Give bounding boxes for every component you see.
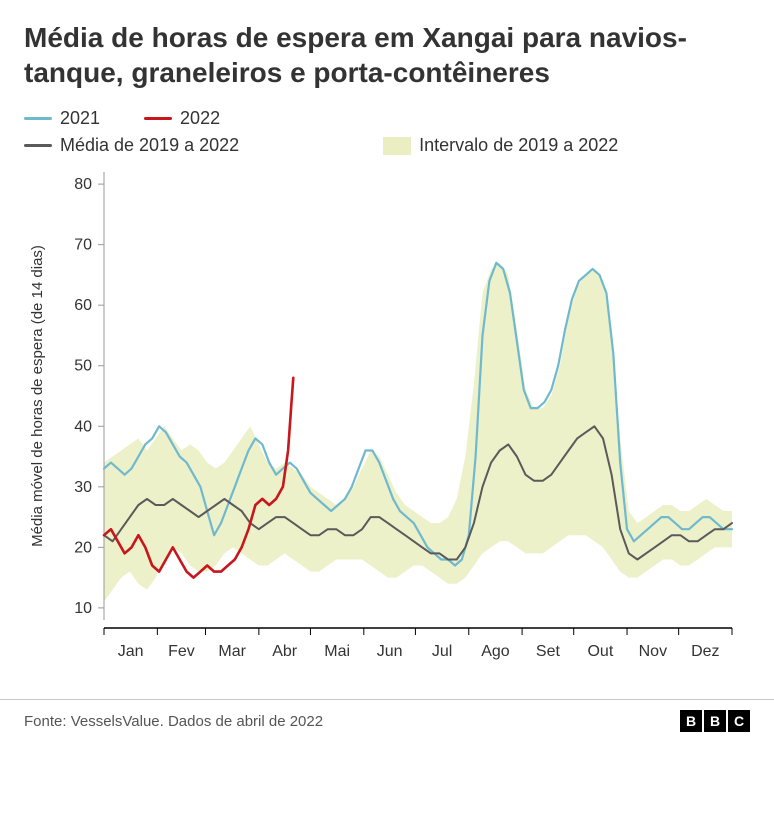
legend-label-avg: Média de 2019 a 2022 [60,135,239,156]
y-tick-label: 70 [74,237,92,254]
legend-swatch-2021 [24,117,52,120]
chart-title: Média de horas de espera em Xangai para … [24,20,750,90]
x-tick-label: Out [587,643,613,660]
y-tick-label: 50 [74,358,92,375]
x-tick-label: Mai [324,643,350,660]
range-area [104,263,732,602]
bbc-logo: B B C [680,710,750,732]
y-tick-label: 60 [74,297,92,314]
source-text: Fonte: VesselsValue. Dados de abril de 2… [24,713,323,730]
legend-swatch-range [383,137,411,155]
legend-label-range: Intervalo de 2019 a 2022 [419,135,618,156]
bbc-block-b1: B [680,710,702,732]
chart-container: Média de horas de espera em Xangai para … [0,0,774,687]
chart-svg: 10 20 30 40 50 60 70 80 Média móvel de horas de … [24,162,750,682]
legend-label-2021: 2021 [60,108,100,129]
x-tick-label: Abr [272,643,298,660]
legend-item-2021: 2021 [24,108,100,129]
x-tick-label: Dez [691,643,719,660]
x-tick-label: Jul [432,643,452,660]
footer: Fonte: VesselsValue. Dados de abril de 2… [0,699,774,746]
legend-item-range: Intervalo de 2019 a 2022 [383,135,618,156]
x-tick-label: Set [536,643,561,660]
x-tick-label: Mar [218,643,246,660]
chart-plot: 10 20 30 40 50 60 70 80 Média móvel de horas de … [24,162,750,687]
legend: 2021 2022 Média de 2019 a 2022 Intervalo… [24,108,750,156]
y-tick-label: 10 [74,600,92,617]
y-tick-label: 80 [74,176,92,193]
y-tick-label: 20 [74,539,92,556]
x-tick-label: Fev [168,643,195,660]
x-tick-label: Jun [377,643,403,660]
x-tick-label: Nov [639,643,667,660]
legend-swatch-2022 [144,117,172,120]
y-tick-label: 40 [74,418,92,435]
legend-swatch-avg [24,144,52,147]
x-tick-label: Jan [118,643,144,660]
legend-item-avg: Média de 2019 a 2022 [24,135,239,156]
legend-label-2022: 2022 [180,108,220,129]
x-tick-label: Ago [481,643,510,660]
legend-item-2022: 2022 [144,108,220,129]
y-axis-label: Média móvel de horas de espera (de 14 di… [29,245,46,547]
bbc-block-c: C [728,710,750,732]
bbc-block-b2: B [704,710,726,732]
y-tick-label: 30 [74,479,92,496]
